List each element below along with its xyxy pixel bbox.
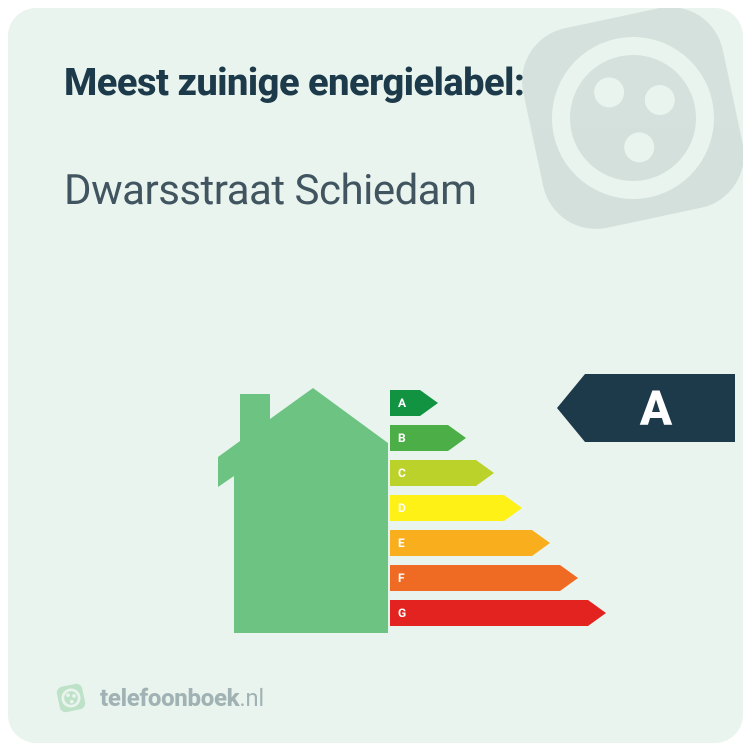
- brand-logo-icon: [54, 681, 88, 715]
- watermark-icon: [483, 8, 743, 268]
- brand-name: telefoonboek.nl: [100, 684, 264, 712]
- energy-bar-arrow: [390, 495, 606, 521]
- energy-bar-g: G: [390, 600, 606, 626]
- energy-bar-arrow: [390, 565, 606, 591]
- energy-bar-arrow: [390, 530, 606, 556]
- energy-bar-label: C: [398, 466, 406, 480]
- brand-thin: .nl: [239, 684, 264, 712]
- energy-bar-label: G: [398, 606, 406, 620]
- energy-bar-label: B: [398, 431, 406, 445]
- energy-bar-f: F: [390, 565, 606, 591]
- energy-bar-label: D: [398, 501, 406, 515]
- card-title: Meest zuinige energielabel:: [64, 62, 687, 106]
- footer: telefoonboek.nl: [54, 681, 264, 715]
- brand-bold: telefoonboek: [100, 684, 239, 712]
- energy-bar-d: D: [390, 495, 606, 521]
- energy-bar-label: E: [398, 536, 405, 550]
- energy-bar-label: A: [398, 396, 406, 410]
- card: Meest zuinige energielabel: Dwarsstraat …: [8, 8, 743, 743]
- energy-bar-label: F: [398, 571, 405, 585]
- energy-diagram: A B C D E F G A: [8, 373, 743, 633]
- energy-bar-e: E: [390, 530, 606, 556]
- energy-bar-arrow: [390, 600, 606, 626]
- result-badge: A: [557, 374, 735, 442]
- card-subtitle: Dwarsstraat Schiedam: [64, 166, 687, 215]
- house-icon: [218, 388, 388, 633]
- energy-bar-c: C: [390, 460, 606, 486]
- energy-bar-arrow: [390, 460, 606, 486]
- result-letter: A: [585, 374, 735, 442]
- result-arrow-icon: [557, 374, 585, 442]
